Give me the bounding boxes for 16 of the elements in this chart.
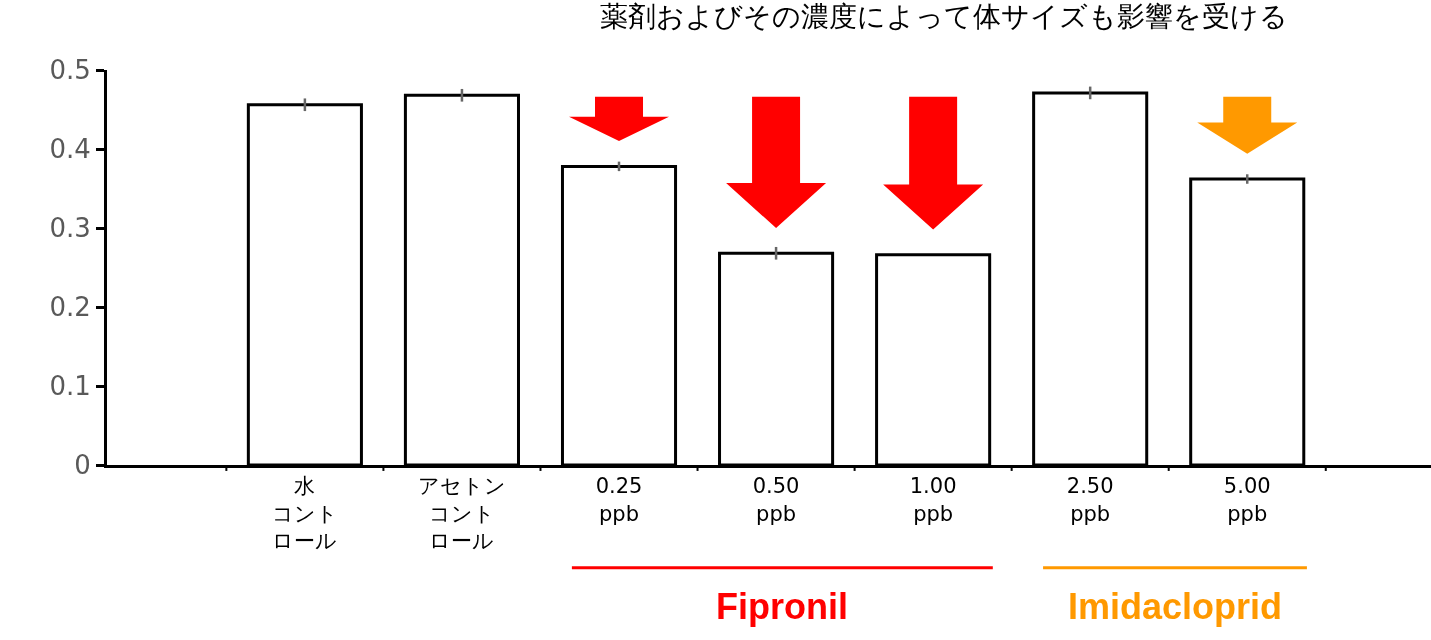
- chart-title: 薬剤およびその濃度によって体サイズも影響を受ける: [600, 0, 1289, 33]
- y-tick-label: 0.4: [49, 134, 91, 165]
- y-tick-label: 0.5: [49, 55, 91, 86]
- text: Imidacloprid: [1068, 586, 1283, 627]
- text: Fipronil: [716, 586, 848, 627]
- x-tick-label: 2.50 ppb: [1066, 474, 1114, 526]
- x-tick-label: 1.00 ppb: [909, 474, 957, 526]
- x-tick-label: 0.50 ppb: [752, 474, 800, 526]
- y-tick-label: 0.1: [49, 371, 91, 402]
- x-tick-label: 水コントロール: [271, 474, 338, 553]
- y-tick-label: 0.3: [49, 213, 91, 244]
- x-tick-label: アセトンコントロール: [417, 474, 506, 553]
- y-tick-label: 0.2: [49, 292, 91, 323]
- x-tick-label: 0.25 ppb: [595, 474, 643, 526]
- x-tick-label: 5.00 ppb: [1223, 474, 1271, 526]
- y-tick-label: 0: [74, 450, 91, 481]
